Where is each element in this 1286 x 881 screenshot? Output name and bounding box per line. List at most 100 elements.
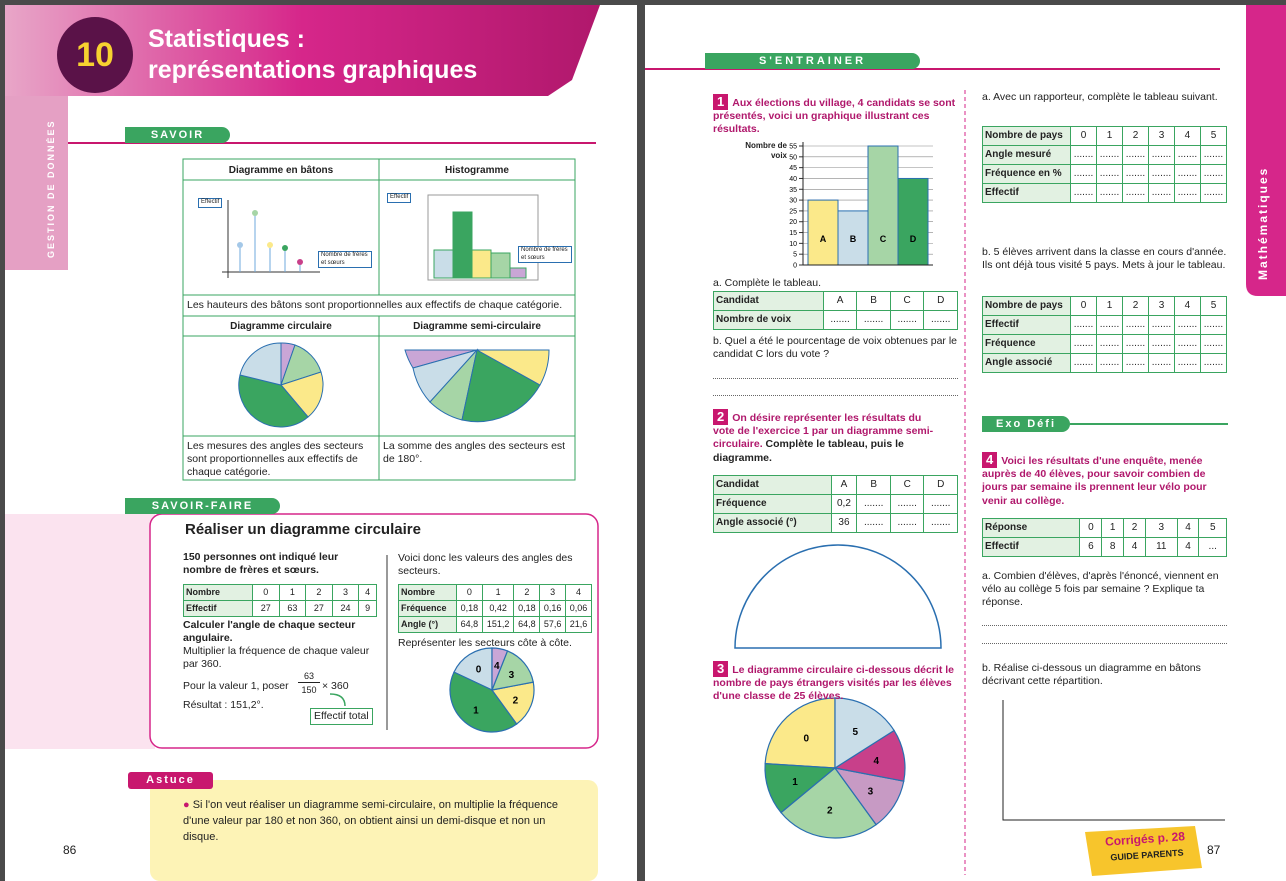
- table-cell: Fréquence: [713, 494, 832, 514]
- table-cell: Nombre: [182, 584, 254, 601]
- table-cell: .......: [889, 494, 925, 514]
- table-cell: C: [889, 291, 925, 311]
- y-tick-label: 30: [789, 198, 797, 205]
- pie-slice: [453, 647, 493, 691]
- table-cell: 3: [1147, 126, 1175, 146]
- table-cell: .......: [1122, 353, 1149, 373]
- table-cell: .......: [1070, 145, 1098, 165]
- bar: [837, 210, 869, 266]
- table-cell: .......: [1199, 315, 1228, 335]
- table-row: Effectif 27 63 27 24 9: [182, 600, 377, 617]
- table-cell: .......: [1173, 145, 1201, 165]
- cell-title: Diagramme semi-circulaire: [413, 321, 541, 332]
- table-row: Réponse 0 1 2 3 4 5: [981, 518, 1227, 538]
- table-cell: .......: [923, 494, 958, 514]
- pie-slice: [764, 697, 836, 769]
- table: Candidat A B C D Nombre de voix..............…: [713, 291, 958, 330]
- table-cell: 64,8: [455, 616, 483, 633]
- shape: [239, 342, 282, 386]
- section-tag: SAVOIR-FAIRE: [125, 498, 280, 514]
- question: a. Avec un rapporteur, complète le table…: [982, 91, 1218, 103]
- table-cell: 5: [1199, 296, 1228, 316]
- bar: [897, 177, 929, 266]
- table: Nombre de pays 0 1 2 3 4 5 Angle mesuré........…: [981, 126, 1228, 203]
- empty-semicircle: [734, 544, 942, 649]
- slice-label: 4: [494, 661, 500, 672]
- y-tick-label: 25: [789, 208, 797, 215]
- shape: [252, 210, 258, 216]
- table-cell: .......: [1147, 315, 1175, 335]
- text: Pour la valeur 1, poser: [183, 680, 289, 692]
- y-tick-label: 0: [793, 263, 797, 270]
- exercise-text: Le diagramme circulaire ci-dessous décri…: [713, 664, 954, 703]
- question: a. Combien d'élèves, d'après l'énoncé, v…: [982, 570, 1219, 609]
- table-cell: 4: [1176, 537, 1200, 557]
- shape: [427, 194, 539, 281]
- y-tick-label: 40: [789, 176, 797, 183]
- text: Multiplier la fréquence de chaque valeur…: [183, 645, 370, 671]
- table-cell: .......: [1122, 145, 1149, 165]
- slice-label: 5: [852, 727, 858, 738]
- slice-label: 0: [476, 665, 482, 676]
- table-cell: 3: [1147, 296, 1175, 316]
- table-cell: 63: [278, 600, 307, 617]
- exercise-number: 1: [713, 94, 729, 111]
- numerator: 63: [298, 671, 320, 684]
- bullet: ●: [183, 799, 190, 811]
- bar-label: D: [910, 234, 917, 244]
- bar: [807, 199, 839, 266]
- table-cell: 3: [539, 584, 567, 601]
- title-line: Statistiques :: [148, 25, 305, 53]
- slice-label: 1: [473, 705, 479, 716]
- table-cell: 36: [830, 513, 858, 533]
- pink-band: [5, 514, 155, 749]
- table-cell: 1: [278, 584, 307, 601]
- table-row: Fréquence en %..........................…: [981, 164, 1228, 184]
- table-cell: .......: [1122, 183, 1149, 203]
- table-cell: Nombre de voix: [713, 310, 824, 330]
- table-row: Effectif................................…: [981, 315, 1228, 335]
- table-row: Angle associé...........................…: [981, 353, 1228, 373]
- caption: Les hauteurs des bâtons sont proportionn…: [187, 299, 563, 311]
- table-row: Nombre de pays 0 1 2 3 4 5: [981, 296, 1228, 316]
- table-cell: .......: [1122, 315, 1149, 335]
- tip-text: Si l'on veut réaliser un diagramme semi-…: [183, 799, 558, 843]
- question: b. 5 élèves arrivent dans la classe en c…: [982, 246, 1227, 272]
- table-cell: .......: [1199, 353, 1228, 373]
- table-cell: 24: [331, 600, 360, 617]
- exercise: 1 Aux élections du village, 4 candidats s…: [713, 94, 958, 137]
- illustration-pie: [238, 342, 324, 428]
- caption: La somme des angles des secteurs est de …: [383, 440, 566, 466]
- table-cell: 0: [455, 584, 483, 601]
- table-row: Candidat A B C D: [713, 475, 958, 495]
- exercise-instruction: Complète le tableau, puis le diagramme.: [713, 438, 904, 464]
- side-label: GESTION DE DONNÉES: [46, 119, 56, 258]
- answer-line: [982, 625, 1227, 626]
- shape: Nombre de pays 0 1 2 3 4 5 Effectif............…: [981, 296, 1228, 373]
- table-cell: .......: [1070, 353, 1098, 373]
- table: Nombre de pays 0 1 2 3 4 5 Effectif............…: [981, 296, 1228, 373]
- y-tick-label: 35: [789, 187, 797, 194]
- table-cell: .......: [1096, 164, 1123, 184]
- table-row: Effectif................................…: [981, 183, 1228, 203]
- bar-label: A: [820, 234, 827, 244]
- y-tick-label: 5: [793, 252, 797, 259]
- table-cell: 5: [1199, 126, 1228, 146]
- method-title: Réaliser un diagramme circulaire: [185, 521, 421, 538]
- section-tag: Exo Défi: [982, 416, 1070, 432]
- exercise-number: 4: [982, 452, 998, 469]
- shape: [452, 211, 473, 279]
- title-line: représentations graphiques: [148, 56, 478, 84]
- table-cell: 1: [1096, 296, 1123, 316]
- table-cell: ...: [1198, 537, 1227, 557]
- table-cell: Effectif: [182, 600, 254, 617]
- exercise: 4 Voici les résultats d'une enquête, mené…: [982, 452, 1227, 508]
- table-cell: D: [923, 291, 958, 311]
- y-tick-label: 10: [789, 241, 797, 248]
- table: Réponse 0 1 2 3 4 5 Effectif 6 8 4 11 4...: [981, 518, 1227, 557]
- table-cell: 0,06: [565, 600, 592, 617]
- table-cell: 1: [1101, 518, 1125, 538]
- page-number: 86: [63, 843, 77, 857]
